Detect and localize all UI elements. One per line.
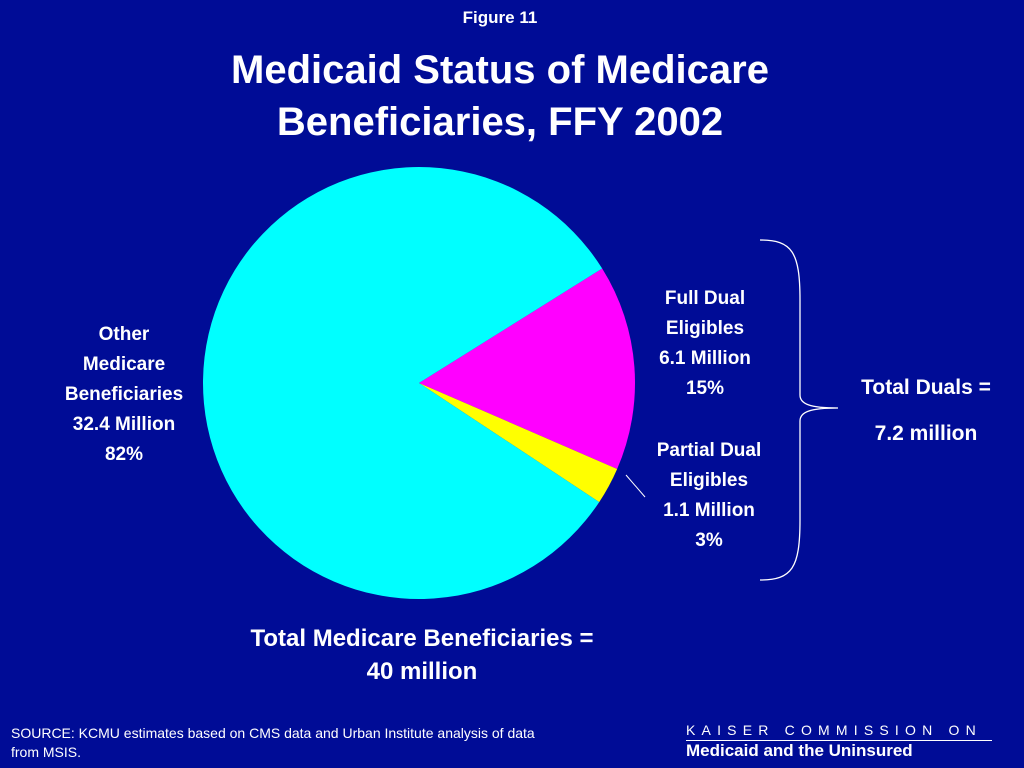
total-medicare-line-1: Total Medicare Beneficiaries = xyxy=(250,625,594,652)
label-other-line-1: Other xyxy=(98,324,150,345)
label-full-dual-line-1: Full Dual xyxy=(664,288,746,309)
chart-title-line-1: Medicaid Status of Medicare xyxy=(231,48,769,92)
chart-title-line-2: Beneficiaries, FFY 2002 xyxy=(276,100,724,144)
label-other-line-4: 32.4 Million xyxy=(72,414,176,435)
source-note: SOURCE: KCMU estimates based on CMS data… xyxy=(11,725,535,760)
pie-slice-full-dual xyxy=(419,268,635,469)
label-partial-dual-line-2: Eligibles xyxy=(669,470,749,491)
label-other-line-5: 82% xyxy=(104,444,144,465)
label-full-dual-line-4: 15% xyxy=(685,378,725,399)
total-duals-line-2: 7.2 million xyxy=(874,422,978,445)
label-partial-dual-line-1: Partial Dual xyxy=(656,440,762,461)
label-other-line-2: Medicare xyxy=(82,354,166,375)
total-duals-label: Total Duals = 7.2 million xyxy=(842,365,1010,457)
label-partial-dual-line-4: 3% xyxy=(695,530,723,551)
total-medicare-label: Total Medicare Beneficiaries = 40 millio… xyxy=(200,622,644,688)
label-full-dual: Full Dual Eligibles 6.1 Million 15% xyxy=(640,284,770,404)
figure-label: Figure 11 xyxy=(462,8,538,27)
label-other-line-3: Beneficiaries xyxy=(64,384,184,405)
pie-slice-partial-dual xyxy=(419,383,618,503)
label-other-medicare: Other Medicare Beneficiaries 32.4 Millio… xyxy=(46,320,202,470)
label-partial-dual: Partial Dual Eligibles 1.1 Million 3% xyxy=(634,436,784,556)
leader-line-partial-dual xyxy=(625,474,646,498)
kaiser-logo-divider xyxy=(686,740,992,741)
total-duals-line-1: Total Duals = xyxy=(861,376,991,399)
kaiser-medicaid-logo-line: Medicaid and the Uninsured xyxy=(686,741,913,760)
kaiser-commission-logo-line: KAISER COMMISSION ON xyxy=(686,722,982,738)
label-full-dual-line-3: 6.1 Million xyxy=(659,348,751,369)
chart-title: Medicaid Status of Medicare Beneficiarie… xyxy=(0,44,1000,148)
total-medicare-line-2: 40 million xyxy=(366,658,478,685)
label-full-dual-line-2: Eligibles xyxy=(665,318,745,339)
total-duals-brace xyxy=(759,239,839,581)
label-partial-dual-line-3: 1.1 Million xyxy=(663,500,755,521)
pie-slice-other xyxy=(202,166,603,599)
